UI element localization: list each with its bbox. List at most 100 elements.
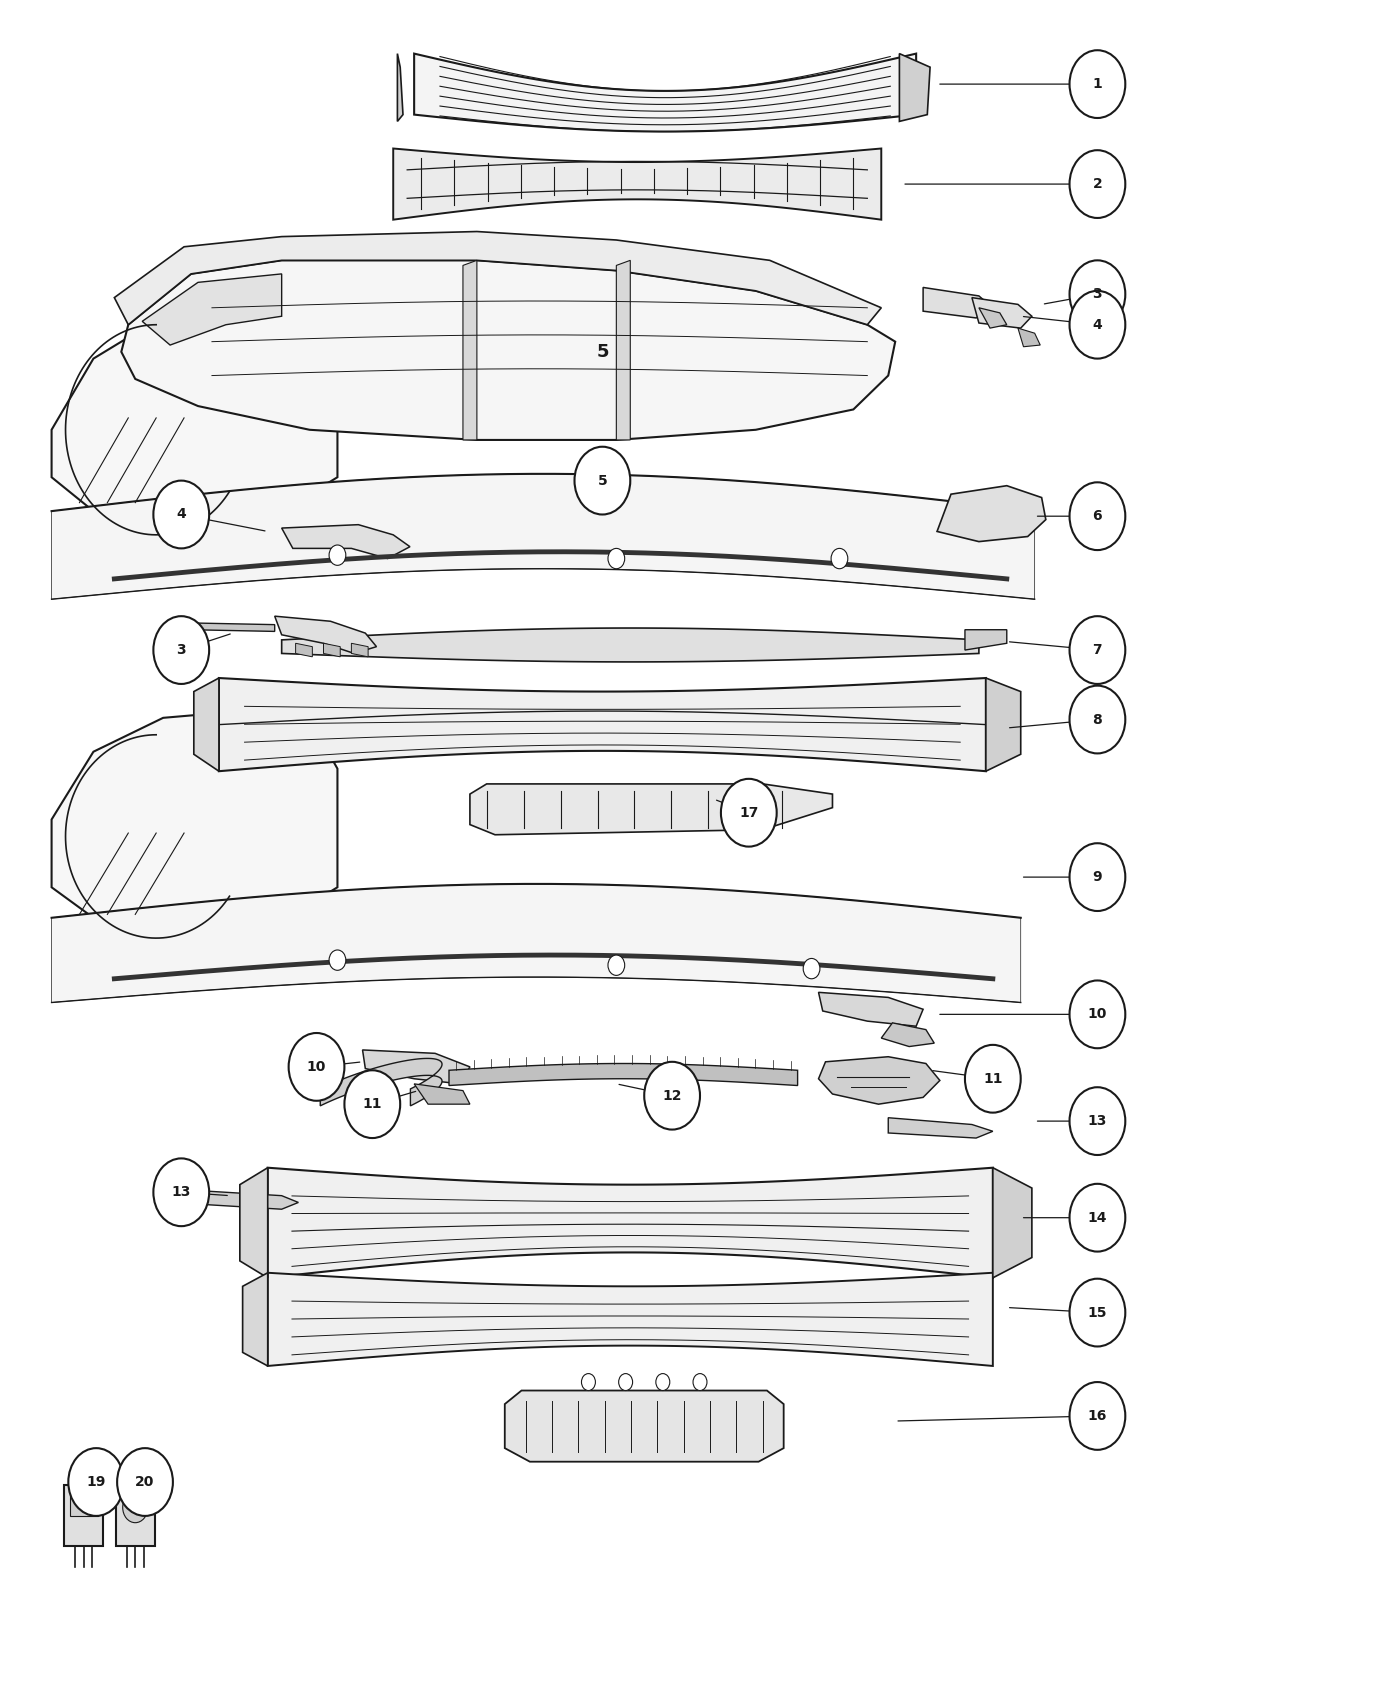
Polygon shape [323,643,340,656]
Polygon shape [281,627,979,661]
Polygon shape [470,784,833,835]
Polygon shape [398,54,403,121]
Circle shape [1070,483,1126,551]
Circle shape [1070,51,1126,117]
Text: 11: 11 [363,1096,382,1112]
Polygon shape [116,1486,155,1547]
Circle shape [1070,981,1126,1049]
Polygon shape [965,629,1007,649]
Polygon shape [197,1190,298,1209]
Text: 13: 13 [172,1185,190,1198]
Polygon shape [281,525,410,559]
Polygon shape [122,260,895,440]
Polygon shape [321,1059,442,1107]
Circle shape [644,1062,700,1129]
Polygon shape [881,1023,934,1047]
Polygon shape [295,643,312,656]
Polygon shape [218,678,986,772]
Polygon shape [986,678,1021,772]
Polygon shape [888,1117,993,1137]
Circle shape [1070,685,1126,753]
Polygon shape [414,1085,470,1105]
Circle shape [804,959,820,979]
Circle shape [574,447,630,515]
Polygon shape [70,1493,98,1516]
Circle shape [1070,615,1126,683]
Text: 6: 6 [1092,510,1102,524]
Circle shape [1070,1278,1126,1346]
Text: 10: 10 [1088,1008,1107,1022]
Text: 19: 19 [87,1476,106,1489]
Polygon shape [463,260,477,440]
Circle shape [1070,291,1126,359]
Circle shape [965,1046,1021,1112]
Circle shape [1070,1088,1126,1154]
Polygon shape [1018,328,1040,347]
Circle shape [581,1374,595,1391]
Circle shape [288,1034,344,1102]
Polygon shape [193,678,218,772]
Polygon shape [52,474,1035,598]
Polygon shape [115,231,881,325]
Circle shape [118,1448,172,1516]
Circle shape [655,1374,669,1391]
Polygon shape [52,884,1021,1003]
Polygon shape [899,54,930,121]
Text: 2: 2 [1092,177,1102,190]
Text: 3: 3 [176,643,186,658]
Polygon shape [393,148,881,219]
Polygon shape [972,298,1032,328]
Text: 11: 11 [983,1071,1002,1086]
Polygon shape [52,304,337,524]
Text: 7: 7 [1092,643,1102,658]
Text: 20: 20 [136,1476,154,1489]
Circle shape [1070,1183,1126,1251]
Polygon shape [819,993,923,1027]
Circle shape [721,779,777,847]
Polygon shape [52,707,337,932]
Circle shape [1070,260,1126,328]
Polygon shape [190,622,274,631]
Text: 4: 4 [1092,318,1102,332]
Circle shape [329,546,346,566]
Polygon shape [242,1273,267,1367]
Polygon shape [616,260,630,440]
Circle shape [693,1374,707,1391]
Text: 4: 4 [176,508,186,522]
Circle shape [154,615,209,683]
Text: 9: 9 [1092,870,1102,884]
Polygon shape [239,1168,267,1278]
Circle shape [1070,843,1126,911]
Polygon shape [449,1064,798,1086]
Circle shape [608,955,624,976]
Polygon shape [923,287,993,318]
Text: 14: 14 [1088,1210,1107,1224]
Circle shape [1070,150,1126,218]
Polygon shape [267,1273,993,1367]
Polygon shape [143,274,281,345]
Text: 8: 8 [1092,712,1102,726]
Circle shape [344,1071,400,1137]
Circle shape [608,549,624,570]
Circle shape [619,1374,633,1391]
Polygon shape [274,615,377,653]
Text: 5: 5 [596,343,609,360]
Text: 13: 13 [1088,1114,1107,1129]
Text: 12: 12 [662,1088,682,1103]
Polygon shape [979,308,1007,328]
Polygon shape [819,1057,939,1105]
Text: 1: 1 [1092,76,1102,92]
Text: 16: 16 [1088,1409,1107,1423]
Text: 17: 17 [739,806,759,819]
Polygon shape [993,1168,1032,1278]
Polygon shape [363,1051,470,1085]
Circle shape [154,1158,209,1226]
Polygon shape [505,1391,784,1462]
Text: 15: 15 [1088,1306,1107,1319]
Circle shape [154,481,209,549]
Polygon shape [64,1486,104,1547]
Circle shape [329,950,346,971]
Circle shape [832,549,848,570]
Polygon shape [267,1168,993,1278]
Polygon shape [414,54,916,131]
